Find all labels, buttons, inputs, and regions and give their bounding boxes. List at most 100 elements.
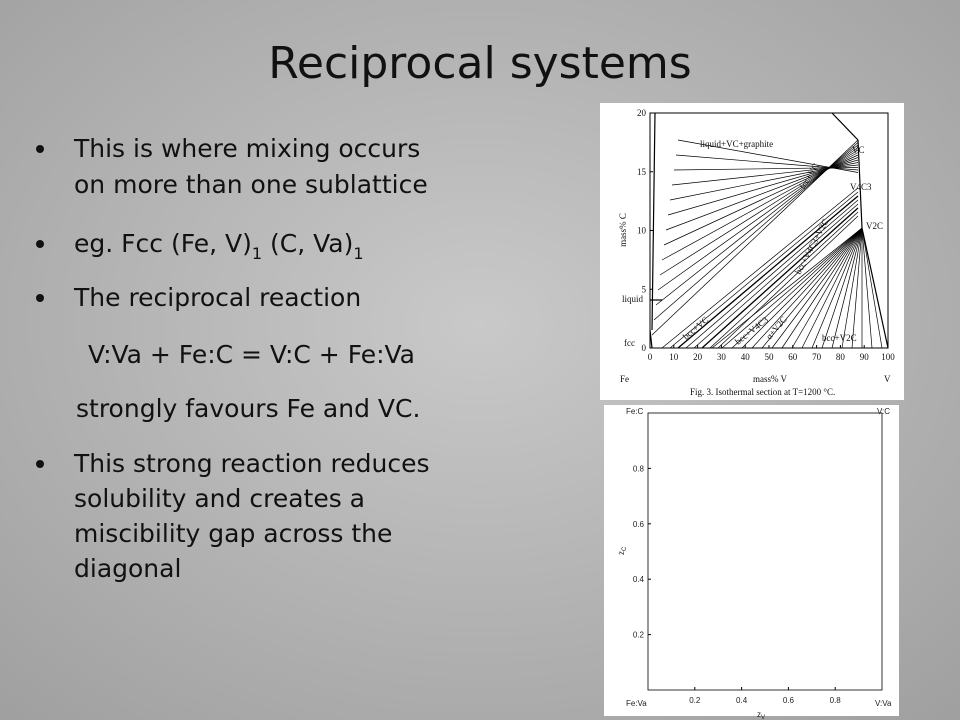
- phase-boundary: [831, 227, 863, 349]
- phase-boundary: [675, 154, 859, 171]
- phase-boundary: [677, 139, 859, 173]
- phase-boundary: [857, 139, 863, 229]
- phase-boundary: [841, 227, 863, 349]
- bullet-text: eg. Fcc (Fe, V)1 (C, Va)1: [74, 229, 364, 263]
- x-end-label: Fe: [620, 374, 629, 384]
- x-tick-label: 30: [717, 352, 727, 362]
- y-tick-label: 10: [637, 226, 647, 236]
- phase-boundary: [649, 329, 653, 349]
- phase-label: fcc: [624, 338, 635, 348]
- bullet-text: The reciprocal reaction: [73, 283, 361, 312]
- bullet-dot: [36, 460, 44, 468]
- phase-boundary: [801, 227, 863, 349]
- phase-boundary: [751, 227, 863, 349]
- phase-diagram-panel: [600, 103, 904, 400]
- site-fraction-panel: [604, 405, 899, 716]
- phase-boundary: [861, 227, 883, 349]
- y-tick-label: 0.4: [633, 575, 645, 584]
- phase-boundary: [731, 227, 863, 349]
- x-tick-label: 90: [860, 352, 870, 362]
- phase-boundary: [685, 199, 859, 349]
- y-tick-label: 0.2: [633, 631, 645, 640]
- x-tick-label: 10: [669, 352, 679, 362]
- x-tick-label: 50: [765, 352, 775, 362]
- x-end-label: V: [884, 374, 891, 384]
- bullet-text: on more than one sublattice: [74, 170, 428, 199]
- phase-label: VC: [852, 145, 865, 155]
- phase-label: liquid+VC+graphite: [700, 139, 773, 149]
- phase-boundary: [669, 191, 859, 349]
- phase-boundary: [671, 164, 859, 186]
- corner-label: Fe:C: [626, 407, 644, 416]
- axis-subscript: C: [622, 546, 628, 551]
- phase-boundary: [851, 227, 863, 349]
- y-axis-label: zC: [617, 546, 628, 555]
- x-tick-label: 0.6: [783, 696, 795, 705]
- phase-boundary: [761, 227, 863, 349]
- phase-label: V4C3: [850, 182, 872, 192]
- phase-boundary: [771, 227, 863, 349]
- x-tick-label: 0: [648, 352, 653, 362]
- x-axis-label: mass% V: [753, 374, 788, 384]
- phase-boundary: [693, 203, 859, 349]
- x-tick-label: 0.8: [830, 696, 842, 705]
- x-tick-label: 70: [812, 352, 822, 362]
- y-tick-label: 15: [637, 167, 647, 177]
- y-tick-label: 0.6: [633, 520, 645, 529]
- x-tick-label: 40: [741, 352, 751, 362]
- x-tick-label: 0.2: [689, 696, 701, 705]
- phase-boundary: [741, 227, 863, 349]
- phase-boundary: [721, 227, 863, 349]
- bullet-text: This is where mixing occurs: [73, 134, 420, 163]
- slide-title: Reciprocal systems: [268, 38, 691, 89]
- phase-boundary: [669, 162, 859, 201]
- site-fraction-plot: 0.2 0.4 0.6 0.8 0.2 0.4 0.6 0.8 Fe:C V:C Fe:Va V:Va…: [617, 407, 892, 720]
- phase-boundary: [781, 227, 863, 349]
- plot-frame: [647, 412, 883, 691]
- phase-boundary: [701, 207, 859, 349]
- reaction: V:Va + Fe:C = V:C + Fe:Va: [88, 340, 415, 369]
- bullet-text: miscibility gap across the: [74, 519, 392, 548]
- subscript: 1: [353, 244, 363, 263]
- corner-label: V:Va: [875, 699, 892, 708]
- axis-symbol: z: [617, 551, 626, 555]
- phase-boundary: [861, 227, 873, 349]
- phase-boundary: [831, 112, 859, 141]
- phase-boundary: [651, 112, 656, 331]
- phase-boundary: [811, 227, 863, 349]
- bullet-text: This strong reaction reduces: [73, 449, 430, 478]
- x-axis-label: zV: [757, 710, 765, 720]
- x-tick-label: 0.4: [736, 696, 748, 705]
- y-tick-label: 0: [642, 343, 647, 353]
- y-axis-label: mass% C: [618, 213, 628, 247]
- x-tick-label: 100: [881, 352, 895, 362]
- bullet-run: (C, Va): [262, 229, 353, 258]
- x-tick-label: 80: [836, 352, 846, 362]
- y-tick-label: 20: [637, 108, 647, 118]
- corner-label: V:C: [877, 407, 890, 416]
- phase-label: V2C: [866, 221, 883, 231]
- bullet-text: diagonal: [74, 554, 181, 583]
- phase-boundary: [673, 167, 859, 171]
- phase-boundary: [711, 227, 863, 349]
- phase-boundary: [709, 211, 859, 349]
- bullet-run: eg. Fcc (Fe, V): [74, 229, 252, 258]
- phase-boundary: [717, 215, 859, 349]
- phase-boundary: [861, 227, 889, 349]
- corner-label: Fe:Va: [626, 699, 647, 708]
- x-tick-label: 60: [788, 352, 798, 362]
- bullet-list: This is where mixing occurs on more than …: [36, 134, 430, 583]
- phase-label: liquid: [622, 294, 644, 304]
- phase-boundary: [661, 187, 859, 349]
- bullet-dot: [36, 145, 44, 153]
- phase-boundary: [821, 227, 863, 349]
- phase-boundary: [677, 195, 859, 349]
- axis-subscript: V: [761, 715, 765, 720]
- y-tick-label: 0.8: [633, 464, 645, 473]
- bullet-text: solubility and creates a: [74, 484, 365, 513]
- phase-boundary: [791, 227, 863, 349]
- caption: Fig. 3. Isothermal section at T=1200 °C.: [690, 387, 835, 397]
- phase-label: bcc+V2C: [822, 333, 857, 343]
- x-tick-label: 20: [693, 352, 703, 362]
